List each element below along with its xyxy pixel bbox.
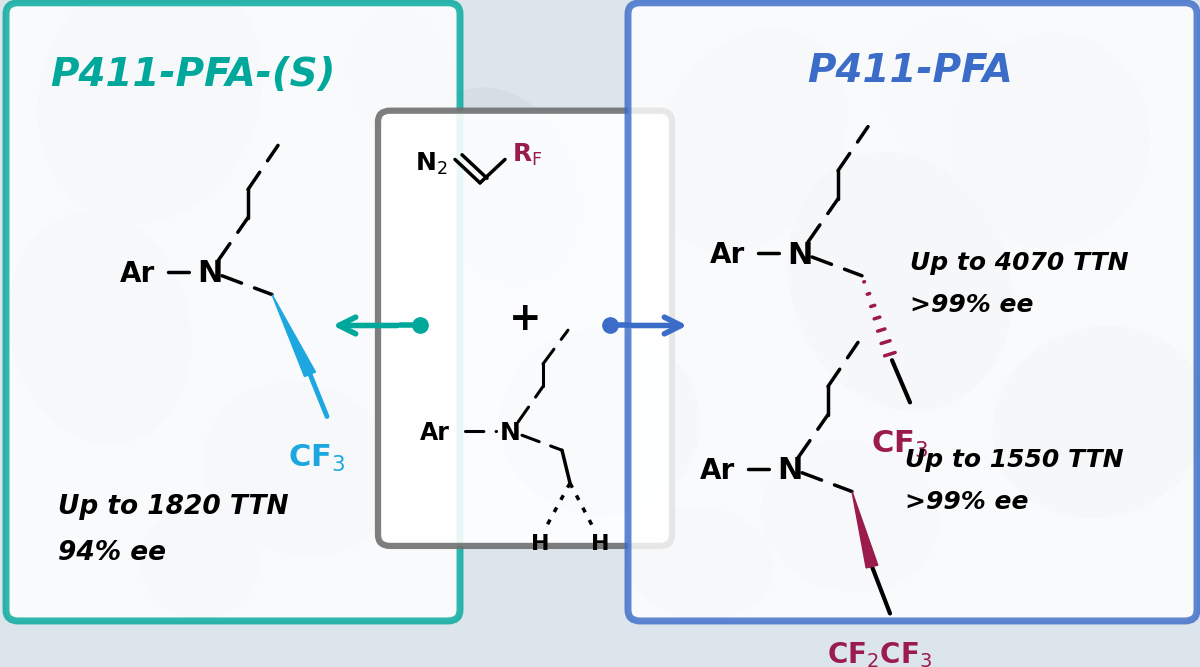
Text: +: + <box>509 300 541 338</box>
Text: CF$_3$: CF$_3$ <box>288 443 346 474</box>
Ellipse shape <box>416 87 584 288</box>
Ellipse shape <box>653 29 847 253</box>
Ellipse shape <box>992 326 1200 518</box>
Text: N: N <box>778 456 803 486</box>
Ellipse shape <box>950 33 1150 249</box>
Ellipse shape <box>500 328 700 516</box>
Text: P411-PFA: P411-PFA <box>808 51 1013 89</box>
FancyBboxPatch shape <box>378 111 672 546</box>
Text: CF$_2$CF$_3$: CF$_2$CF$_3$ <box>827 640 932 667</box>
Text: N: N <box>499 422 521 446</box>
Text: Ar: Ar <box>420 422 450 446</box>
Ellipse shape <box>884 19 1015 169</box>
Text: N$_2$: N$_2$ <box>415 151 448 177</box>
Text: >99% ee: >99% ee <box>910 293 1033 317</box>
Text: H: H <box>530 534 550 554</box>
Text: H: H <box>590 534 610 554</box>
Text: N: N <box>787 241 812 269</box>
Text: P411-PFA-(S): P411-PFA-(S) <box>50 56 335 94</box>
Ellipse shape <box>8 212 191 445</box>
Ellipse shape <box>203 382 397 556</box>
FancyBboxPatch shape <box>6 3 460 621</box>
Ellipse shape <box>37 0 263 223</box>
Text: Up to 1550 TTN: Up to 1550 TTN <box>905 448 1123 472</box>
Ellipse shape <box>761 440 938 592</box>
Ellipse shape <box>625 506 774 620</box>
Polygon shape <box>852 492 878 568</box>
Polygon shape <box>272 295 316 377</box>
Text: 94% ee: 94% ee <box>58 540 166 566</box>
Text: N: N <box>197 259 223 288</box>
Text: Up to 4070 TTN: Up to 4070 TTN <box>910 251 1128 275</box>
Text: Ar: Ar <box>709 241 745 269</box>
Text: R$_\mathsf{F}$: R$_\mathsf{F}$ <box>512 141 542 168</box>
Text: >99% ee: >99% ee <box>905 490 1028 514</box>
FancyBboxPatch shape <box>628 3 1198 621</box>
Ellipse shape <box>350 9 450 141</box>
Text: Ar: Ar <box>700 457 734 485</box>
Text: Ar: Ar <box>120 260 155 288</box>
Text: Up to 1820 TTN: Up to 1820 TTN <box>58 494 289 520</box>
Text: CF$_3$: CF$_3$ <box>871 429 929 460</box>
Ellipse shape <box>140 506 260 619</box>
Ellipse shape <box>787 152 1013 411</box>
